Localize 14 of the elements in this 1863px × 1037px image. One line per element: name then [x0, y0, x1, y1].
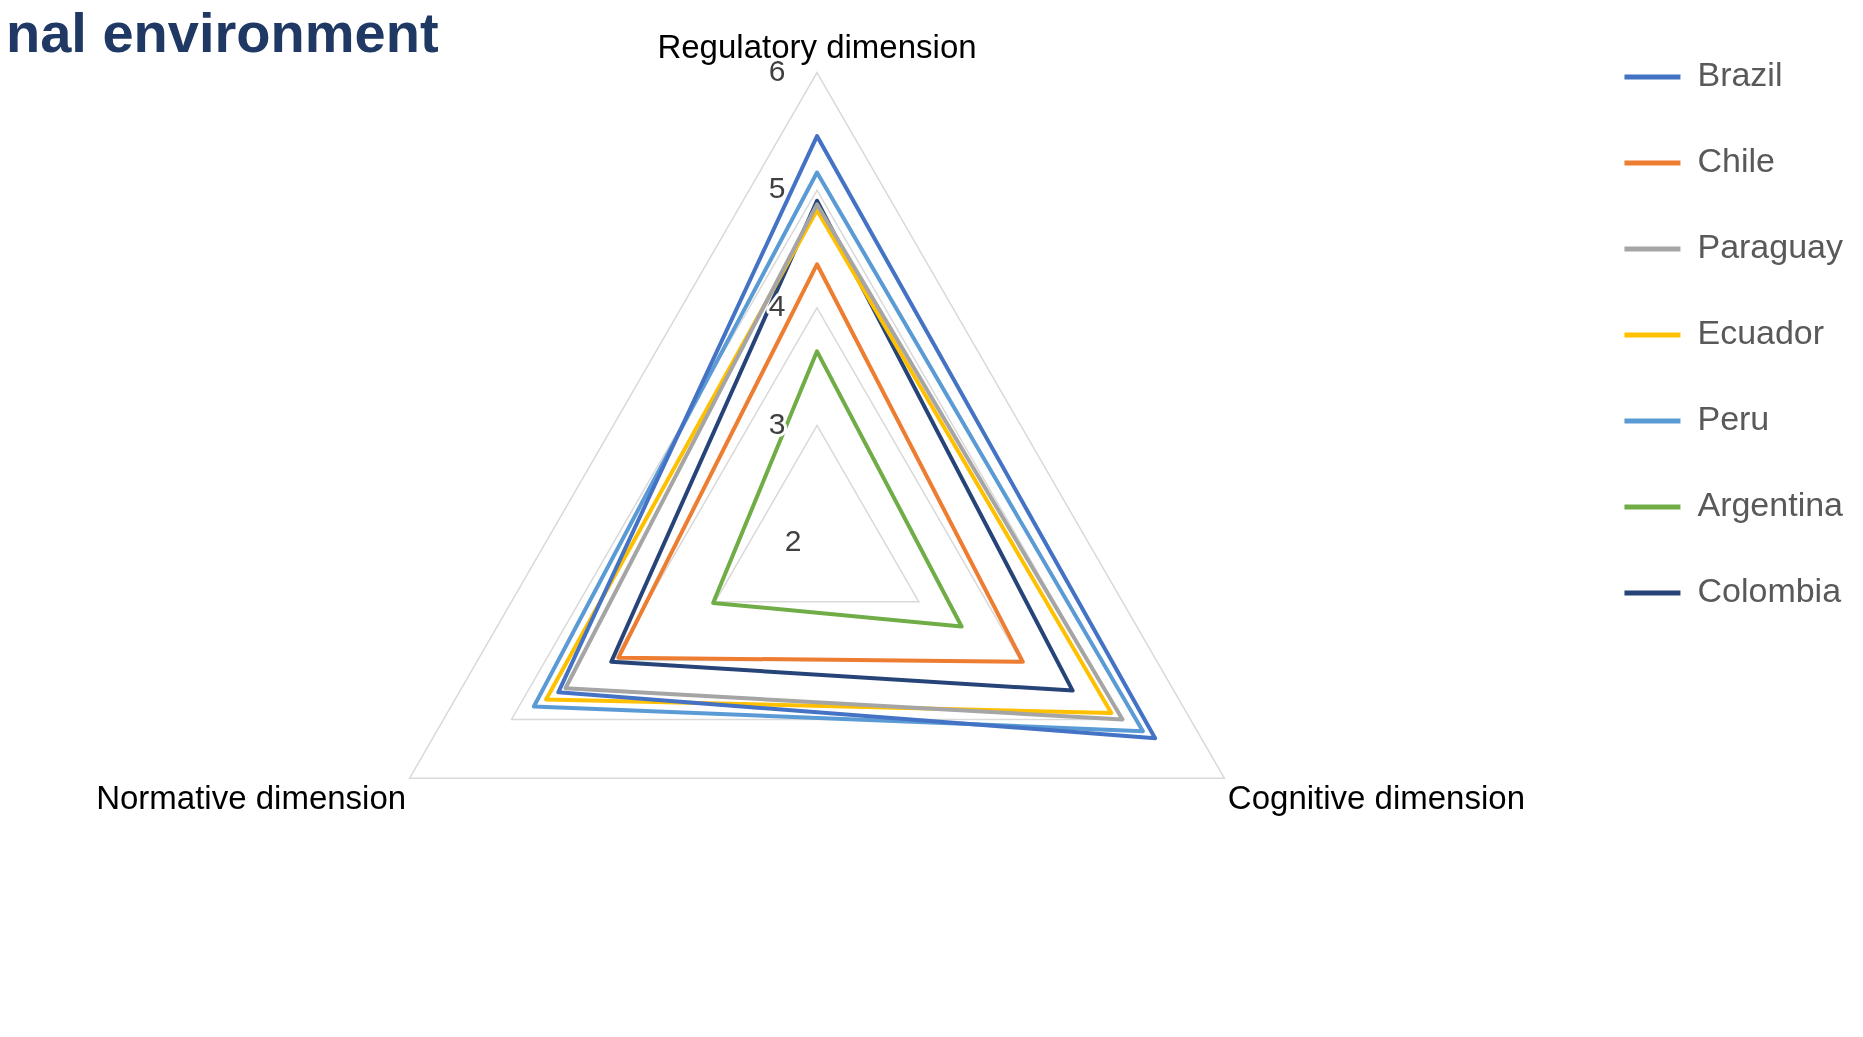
chart-title: nal environment	[6, 0, 439, 65]
legend-label: Colombia	[1697, 571, 1842, 610]
legend-label: Paraguay	[1697, 227, 1843, 266]
spoke-label: Normative dimension	[96, 779, 407, 817]
y-tick-label: 2	[784, 524, 802, 558]
y-tick-label: 4	[768, 289, 786, 323]
y-tick-label: 3	[768, 406, 786, 440]
y-tick-label: 5	[768, 171, 786, 205]
legend-label: Peru	[1697, 399, 1770, 438]
legend-label: Chile	[1697, 141, 1775, 180]
legend-label: Ecuador	[1697, 313, 1825, 352]
spoke-label: Cognitive dimension	[1227, 779, 1526, 817]
legend-label: Brazil	[1697, 55, 1783, 94]
legend-label: Argentina	[1697, 485, 1844, 524]
